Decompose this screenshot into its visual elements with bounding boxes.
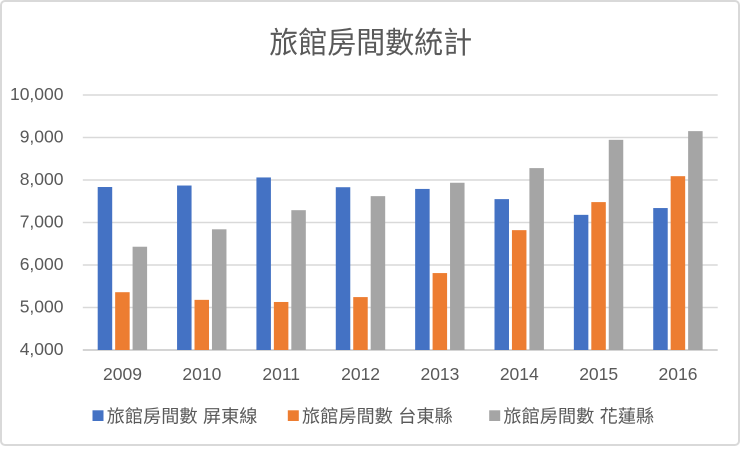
svg-text:6,000: 6,000 [20, 254, 64, 274]
svg-text:4,000: 4,000 [20, 339, 64, 359]
svg-text:2011: 2011 [262, 364, 300, 384]
svg-text:2012: 2012 [341, 364, 380, 384]
svg-text:2009: 2009 [103, 364, 142, 384]
svg-text:2013: 2013 [420, 364, 459, 384]
svg-text:8,000: 8,000 [20, 169, 64, 189]
svg-text:7,000: 7,000 [20, 212, 64, 232]
svg-text:9,000: 9,000 [20, 127, 64, 147]
svg-text:10,000: 10,000 [10, 84, 64, 104]
svg-text:2010: 2010 [182, 364, 221, 384]
svg-text:2016: 2016 [659, 364, 698, 384]
svg-text:2014: 2014 [500, 364, 539, 384]
svg-text:2015: 2015 [579, 364, 618, 384]
svg-text:5,000: 5,000 [20, 297, 64, 317]
